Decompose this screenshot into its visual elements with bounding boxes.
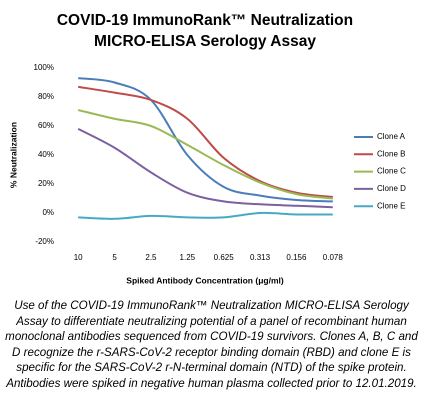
x-tick-label: 0.078 [323,253,344,262]
legend-label: Clone B [377,149,405,158]
x-tick-label: 5 [112,253,117,262]
y-tick-label: 100% [34,63,54,72]
series-line [77,128,333,209]
y-tick-label: 20% [38,179,54,188]
y-tick-label: 80% [38,92,54,101]
y-tick-label: 0% [42,208,54,217]
x-tick-label: 10 [74,253,83,262]
chart-title: MICRO-ELISA Serology Assay [94,33,316,50]
x-tick-label: 2.5 [145,253,157,262]
x-tick-label: 0.625 [214,253,235,262]
x-tick-label: 0.313 [250,253,271,262]
x-tick-label: 1.25 [180,253,196,262]
series-line [78,211,333,220]
caption: Use of the COVID-19 ImmunoRank™ Neutrali… [5,299,418,390]
y-axis-title: % Neutralization [8,122,18,188]
series-line [77,109,333,200]
y-tick-label: 60% [38,121,54,130]
y-tick-label: -20% [35,237,54,246]
y-tick-label: 40% [38,150,54,159]
chart-title: COVID-19 ImmunoRank™ Neutralization [57,12,353,29]
chart: COVID-19 ImmunoRank™ Neutralization MICR… [8,12,406,285]
series-line [78,85,333,199]
legend-label: Clone E [377,201,405,210]
legend-label: Clone D [377,184,406,193]
legend-label: Clone C [377,167,406,176]
series-line [78,77,333,203]
x-axis-title: Spiked Antibody Concentration (μg/ml) [126,275,284,285]
legend-label: Clone A [377,132,406,141]
x-tick-label: 0.156 [286,253,307,262]
